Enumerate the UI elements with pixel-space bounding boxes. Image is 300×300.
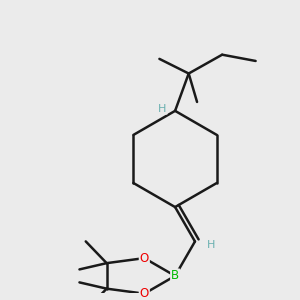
Text: H: H (158, 104, 167, 114)
Text: H: H (207, 240, 215, 250)
Text: O: O (140, 287, 149, 300)
Text: O: O (140, 252, 149, 265)
Text: B: B (171, 269, 179, 282)
